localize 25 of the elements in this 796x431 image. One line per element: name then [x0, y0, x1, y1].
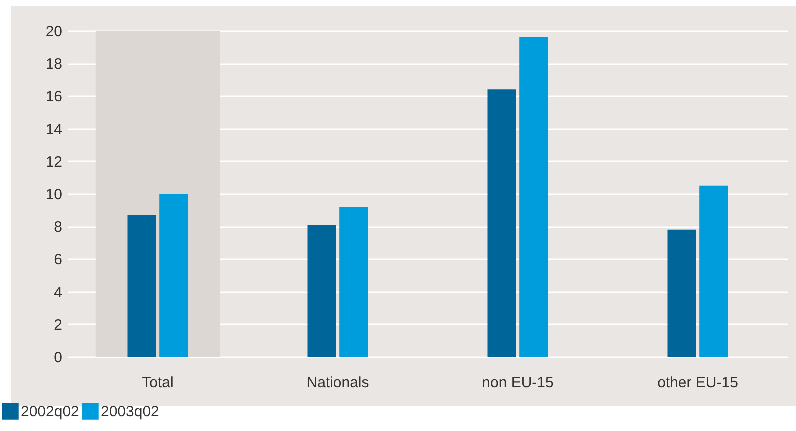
legend-label: 2002q02 — [21, 404, 80, 421]
legend-label: 2003q02 — [101, 404, 160, 421]
bar — [700, 186, 728, 357]
y-tick-label: 6 — [54, 252, 62, 269]
y-tick-label: 10 — [46, 186, 62, 204]
bar — [668, 230, 696, 357]
y-tick-label: 16 — [46, 88, 62, 106]
x-tick-label: Nationals — [306, 374, 370, 392]
y-tick-label: 14 — [46, 121, 62, 138]
y-tick-label: 18 — [46, 56, 62, 74]
y-tick-label: 4 — [54, 284, 62, 302]
bar — [340, 207, 368, 357]
y-tick-label: 12 — [46, 154, 62, 171]
bar — [128, 215, 156, 357]
y-tick-label: 8 — [54, 219, 62, 236]
y-tick-label: 2 — [54, 316, 62, 334]
x-tick-label: non EU-15 — [482, 374, 554, 392]
bar — [488, 90, 516, 357]
x-tick-label: other EU-15 — [658, 374, 738, 392]
x-tick-label: Total — [142, 374, 174, 392]
y-tick-label: 20 — [46, 24, 62, 40]
bar — [520, 38, 548, 357]
y-tick-label: 0 — [54, 350, 62, 366]
bar — [160, 194, 188, 357]
bar — [308, 224, 336, 357]
